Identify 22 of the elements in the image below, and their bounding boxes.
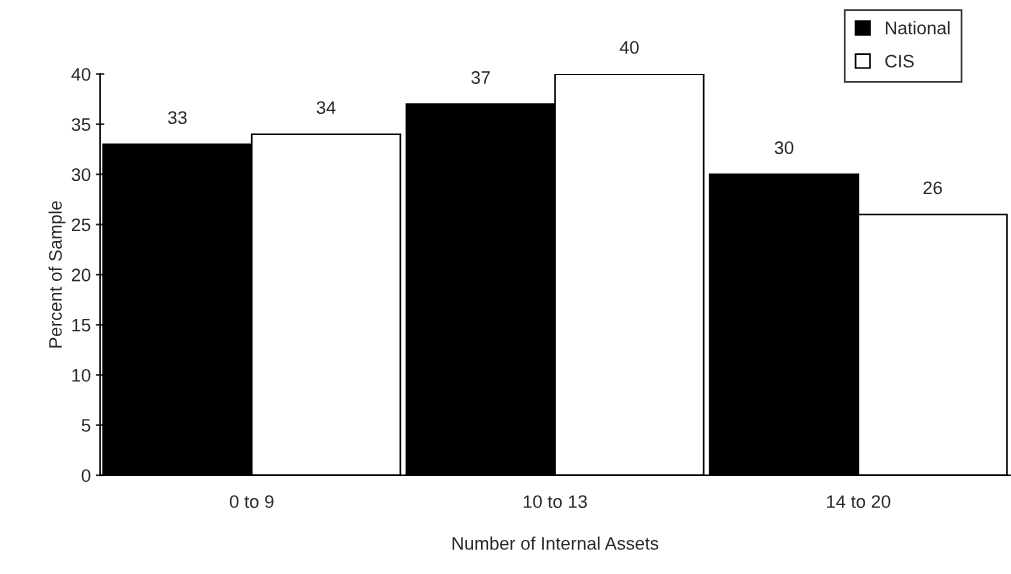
y-tick-label: 0 xyxy=(81,469,91,482)
x-tick-label: 10 to 13 xyxy=(523,495,587,508)
y-tick-label: 15 xyxy=(72,318,91,332)
data-label: 40 xyxy=(619,41,639,54)
data-label: 26 xyxy=(923,181,942,195)
y-tick-label: 20 xyxy=(71,268,91,282)
y-tick-label: 35 xyxy=(71,118,91,131)
x-tick-label: 0 to 9 xyxy=(229,495,274,508)
data-label: 34 xyxy=(316,101,336,114)
legend-label: National xyxy=(885,21,950,35)
y-axis-title: Percent of Sample xyxy=(48,201,66,348)
data-label: 37 xyxy=(471,71,490,84)
y-tick-label: 40 xyxy=(71,67,91,81)
y-tick-label: 10 xyxy=(72,368,91,382)
legend-label: CIS xyxy=(885,54,914,68)
data-label: 30 xyxy=(774,141,794,155)
x-tick-label: 14 to 20 xyxy=(827,495,891,508)
y-tick-label: 25 xyxy=(71,218,91,232)
x-axis-title: Number of Internal Assets xyxy=(452,536,659,550)
y-tick-label: 30 xyxy=(71,168,91,182)
data-label: 33 xyxy=(168,111,187,125)
y-tick-label: 5 xyxy=(81,419,91,432)
